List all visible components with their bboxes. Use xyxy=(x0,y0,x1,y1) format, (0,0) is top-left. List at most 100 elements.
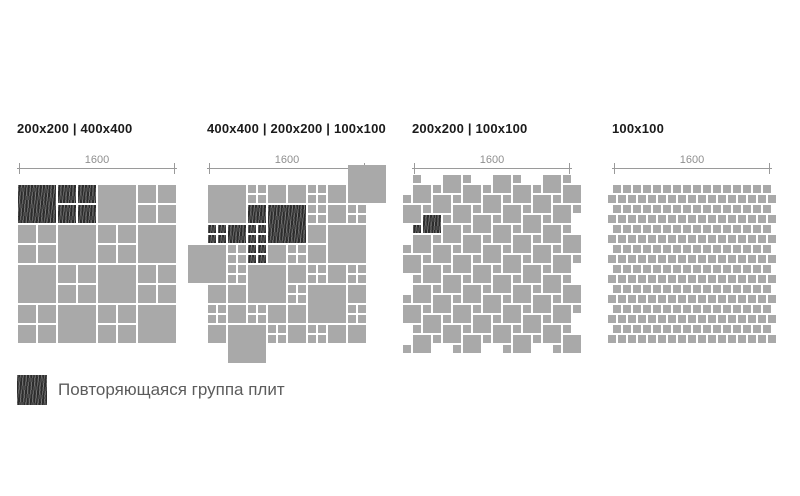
tile xyxy=(692,184,702,194)
tile xyxy=(707,234,717,244)
tile xyxy=(287,284,297,294)
tile xyxy=(747,314,757,324)
tile xyxy=(452,204,472,224)
tile xyxy=(217,304,227,314)
tile xyxy=(462,224,472,234)
tile xyxy=(707,294,717,304)
tile xyxy=(442,274,462,294)
tile xyxy=(757,214,767,224)
tile xyxy=(752,284,762,294)
tile xyxy=(137,284,157,304)
tile xyxy=(667,254,677,264)
tile xyxy=(307,284,347,324)
tile xyxy=(717,314,727,324)
tile xyxy=(667,214,677,224)
tile xyxy=(237,244,247,254)
tile xyxy=(327,204,347,224)
tile xyxy=(697,294,707,304)
tile xyxy=(452,244,462,254)
tile xyxy=(742,224,752,234)
tile xyxy=(482,294,502,314)
tile xyxy=(357,274,367,284)
hatched-tile xyxy=(17,184,57,224)
tile xyxy=(307,194,317,204)
tile xyxy=(757,254,767,264)
tile xyxy=(717,294,727,304)
tile xyxy=(157,204,177,224)
tile xyxy=(637,214,647,224)
tile xyxy=(647,194,657,204)
tile xyxy=(402,194,412,204)
tile xyxy=(317,274,327,284)
tile xyxy=(722,304,732,314)
tile xyxy=(672,244,682,254)
tile xyxy=(742,324,752,334)
tile xyxy=(432,284,442,294)
tile xyxy=(512,324,522,334)
tile xyxy=(707,214,717,224)
tile xyxy=(472,214,492,234)
tile xyxy=(692,204,702,214)
tile xyxy=(657,214,667,224)
tile xyxy=(692,264,702,274)
tile xyxy=(532,334,542,344)
tile xyxy=(17,244,37,264)
hatched-tile xyxy=(247,234,257,244)
tile xyxy=(267,184,287,204)
tile xyxy=(522,304,532,314)
tile xyxy=(732,184,742,194)
tile xyxy=(492,174,512,194)
tile xyxy=(347,304,357,314)
tile xyxy=(702,224,712,234)
tile xyxy=(622,204,632,214)
hatched-tile xyxy=(257,234,267,244)
tile xyxy=(267,334,277,344)
tile xyxy=(712,284,722,294)
tile xyxy=(612,244,622,254)
tile xyxy=(307,334,317,344)
tile xyxy=(137,184,157,204)
tile xyxy=(562,224,572,234)
tile xyxy=(662,264,672,274)
dimension-value: 1600 xyxy=(274,154,300,166)
tile xyxy=(627,194,637,204)
tile xyxy=(682,324,692,334)
tile xyxy=(607,214,617,224)
tile xyxy=(532,194,552,214)
tile xyxy=(97,244,117,264)
tile xyxy=(562,184,582,204)
tile xyxy=(737,254,747,264)
diagram-title: 100x100 xyxy=(612,121,665,136)
tile xyxy=(677,314,687,324)
tile xyxy=(652,204,662,214)
tile xyxy=(512,184,532,204)
tile xyxy=(657,274,667,284)
tile xyxy=(637,274,647,284)
tile xyxy=(227,304,247,324)
dimension-rule xyxy=(17,168,177,169)
tile xyxy=(642,204,652,214)
tile xyxy=(307,224,327,244)
dimension-line: 1600 xyxy=(612,152,772,174)
tile xyxy=(657,254,667,264)
tile xyxy=(727,334,737,344)
tile xyxy=(492,214,502,224)
tile xyxy=(237,264,247,274)
tile xyxy=(682,284,692,294)
tile xyxy=(552,294,562,304)
tile xyxy=(687,274,697,284)
tile xyxy=(727,194,737,204)
tile xyxy=(247,264,287,304)
tile xyxy=(687,334,697,344)
tile xyxy=(347,324,367,344)
tile xyxy=(512,334,532,354)
tile xyxy=(347,314,357,324)
tile xyxy=(727,234,737,244)
tile xyxy=(442,174,462,194)
tile xyxy=(502,244,512,254)
tile xyxy=(542,174,562,194)
tile xyxy=(287,324,307,344)
tile xyxy=(357,214,367,224)
tile xyxy=(637,294,647,304)
tile xyxy=(757,294,767,304)
